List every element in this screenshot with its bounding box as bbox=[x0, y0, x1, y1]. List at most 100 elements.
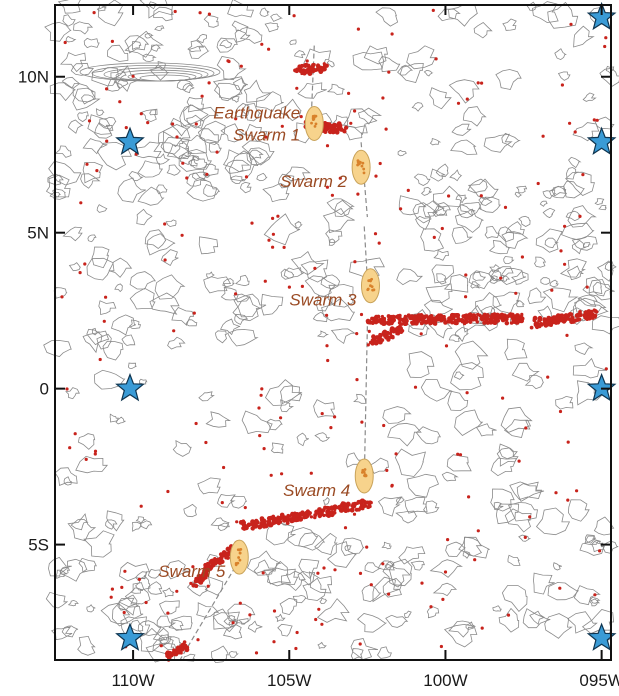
earthquake-epicenter bbox=[182, 640, 187, 644]
swarm-event bbox=[356, 163, 360, 167]
earthquake-epicenter bbox=[603, 44, 607, 49]
contour-line bbox=[375, 7, 399, 27]
contour-line bbox=[518, 215, 531, 227]
swarm-event bbox=[369, 284, 372, 288]
contour-line bbox=[467, 178, 489, 194]
contour-line bbox=[203, 276, 232, 294]
contour-line bbox=[504, 508, 532, 533]
swarm-event bbox=[238, 551, 242, 555]
lon-tick-label: 095W bbox=[579, 671, 619, 690]
earthquake-epicenter bbox=[377, 241, 381, 245]
contour-line bbox=[478, 196, 493, 206]
contour-line bbox=[292, 594, 308, 604]
contour-line bbox=[571, 239, 587, 255]
earthquake-epicenter bbox=[163, 222, 167, 226]
contour-line bbox=[166, 164, 181, 176]
contour-line bbox=[453, 371, 465, 380]
earthquake-epicenter bbox=[369, 583, 373, 587]
contour-line bbox=[437, 8, 461, 22]
contour-line bbox=[542, 287, 579, 313]
contour-line bbox=[328, 238, 336, 246]
contour-line bbox=[358, 107, 383, 125]
earthquake-epicenter bbox=[325, 144, 330, 148]
contour-line bbox=[62, 14, 76, 27]
contour-line bbox=[508, 502, 538, 522]
station-star-icon bbox=[115, 372, 145, 402]
contour-line bbox=[432, 205, 448, 217]
earthquake-epicenter bbox=[191, 583, 196, 588]
contour-line bbox=[408, 321, 430, 338]
earthquake-epicenter bbox=[403, 317, 408, 322]
contour-line bbox=[140, 520, 153, 530]
contour-line bbox=[144, 32, 154, 39]
earthquake-epicenter bbox=[593, 593, 597, 597]
earthquake-epicenter bbox=[349, 507, 355, 513]
earthquake-epicenter bbox=[104, 295, 108, 299]
contour-line bbox=[504, 338, 528, 361]
contour-line bbox=[289, 39, 297, 46]
earthquake-epicenter bbox=[523, 535, 527, 540]
contour-line bbox=[489, 275, 500, 284]
contour-line bbox=[75, 455, 109, 474]
earthquake-epicenter bbox=[60, 295, 64, 299]
earthquake-epicenter bbox=[194, 421, 198, 426]
earthquake-epicenter bbox=[234, 292, 238, 296]
swarm-event bbox=[237, 556, 241, 559]
earthquake-epicenter bbox=[260, 42, 264, 46]
earthquake-epicenter bbox=[537, 315, 543, 321]
earthquake-epicenter bbox=[585, 285, 589, 289]
contour-line bbox=[61, 625, 79, 638]
earthquake-epicenter bbox=[250, 519, 256, 525]
contour-line bbox=[183, 503, 197, 518]
contour-line bbox=[535, 507, 571, 536]
contour-line bbox=[573, 25, 595, 48]
earthquake-epicenter bbox=[335, 505, 340, 510]
earthquake-epicenter bbox=[565, 316, 570, 321]
contour-line bbox=[259, 7, 270, 17]
earthquake-epicenter bbox=[429, 605, 433, 609]
lat-tick-label: 10N bbox=[18, 68, 49, 87]
contour-line bbox=[117, 79, 129, 89]
contour-line bbox=[488, 240, 511, 255]
swarm-label: Swarm 5 bbox=[158, 562, 226, 581]
earthquake-epicenter bbox=[294, 513, 300, 518]
contour-line bbox=[78, 557, 97, 573]
contour-line bbox=[241, 410, 273, 434]
contour-line bbox=[149, 292, 180, 315]
contour-line bbox=[124, 30, 164, 58]
contour-line bbox=[488, 269, 505, 282]
contour-line bbox=[220, 123, 246, 143]
earthquake-epicenter bbox=[342, 129, 347, 134]
earthquake-epicenter bbox=[506, 613, 511, 617]
contour-line bbox=[406, 473, 439, 498]
contour-line bbox=[186, 581, 208, 597]
earthquake-epicenter bbox=[441, 597, 445, 602]
contour-line bbox=[157, 124, 191, 148]
earthquake-epicenter bbox=[383, 334, 387, 338]
earthquake-epicenter bbox=[118, 100, 122, 104]
lon-tick-label: 110W bbox=[112, 671, 155, 690]
contour-line bbox=[230, 175, 246, 185]
earthquake-epicenter bbox=[330, 193, 334, 197]
contour-line bbox=[342, 108, 378, 136]
contour-line bbox=[154, 60, 167, 71]
earthquake-epicenter bbox=[276, 214, 280, 218]
contour-line bbox=[450, 139, 478, 155]
contour-line bbox=[527, 287, 547, 305]
earthquake-epicenter bbox=[412, 316, 417, 321]
contour-line bbox=[279, 597, 298, 616]
contour-line bbox=[70, 518, 89, 531]
earthquake-epicenter bbox=[337, 122, 342, 127]
contour-line bbox=[470, 281, 481, 289]
contour-line bbox=[582, 276, 603, 295]
earthquake-epicenter bbox=[110, 39, 114, 44]
earthquake-epicenter bbox=[243, 525, 249, 531]
earthquake-epicenter bbox=[198, 11, 202, 15]
contour-line bbox=[320, 274, 341, 290]
earthquake-epicenter bbox=[322, 513, 326, 518]
contour-line bbox=[222, 149, 253, 173]
contour-line bbox=[501, 132, 521, 148]
contour-line bbox=[186, 114, 205, 129]
contour-line bbox=[415, 215, 431, 230]
earthquake-epicenter bbox=[322, 566, 326, 570]
